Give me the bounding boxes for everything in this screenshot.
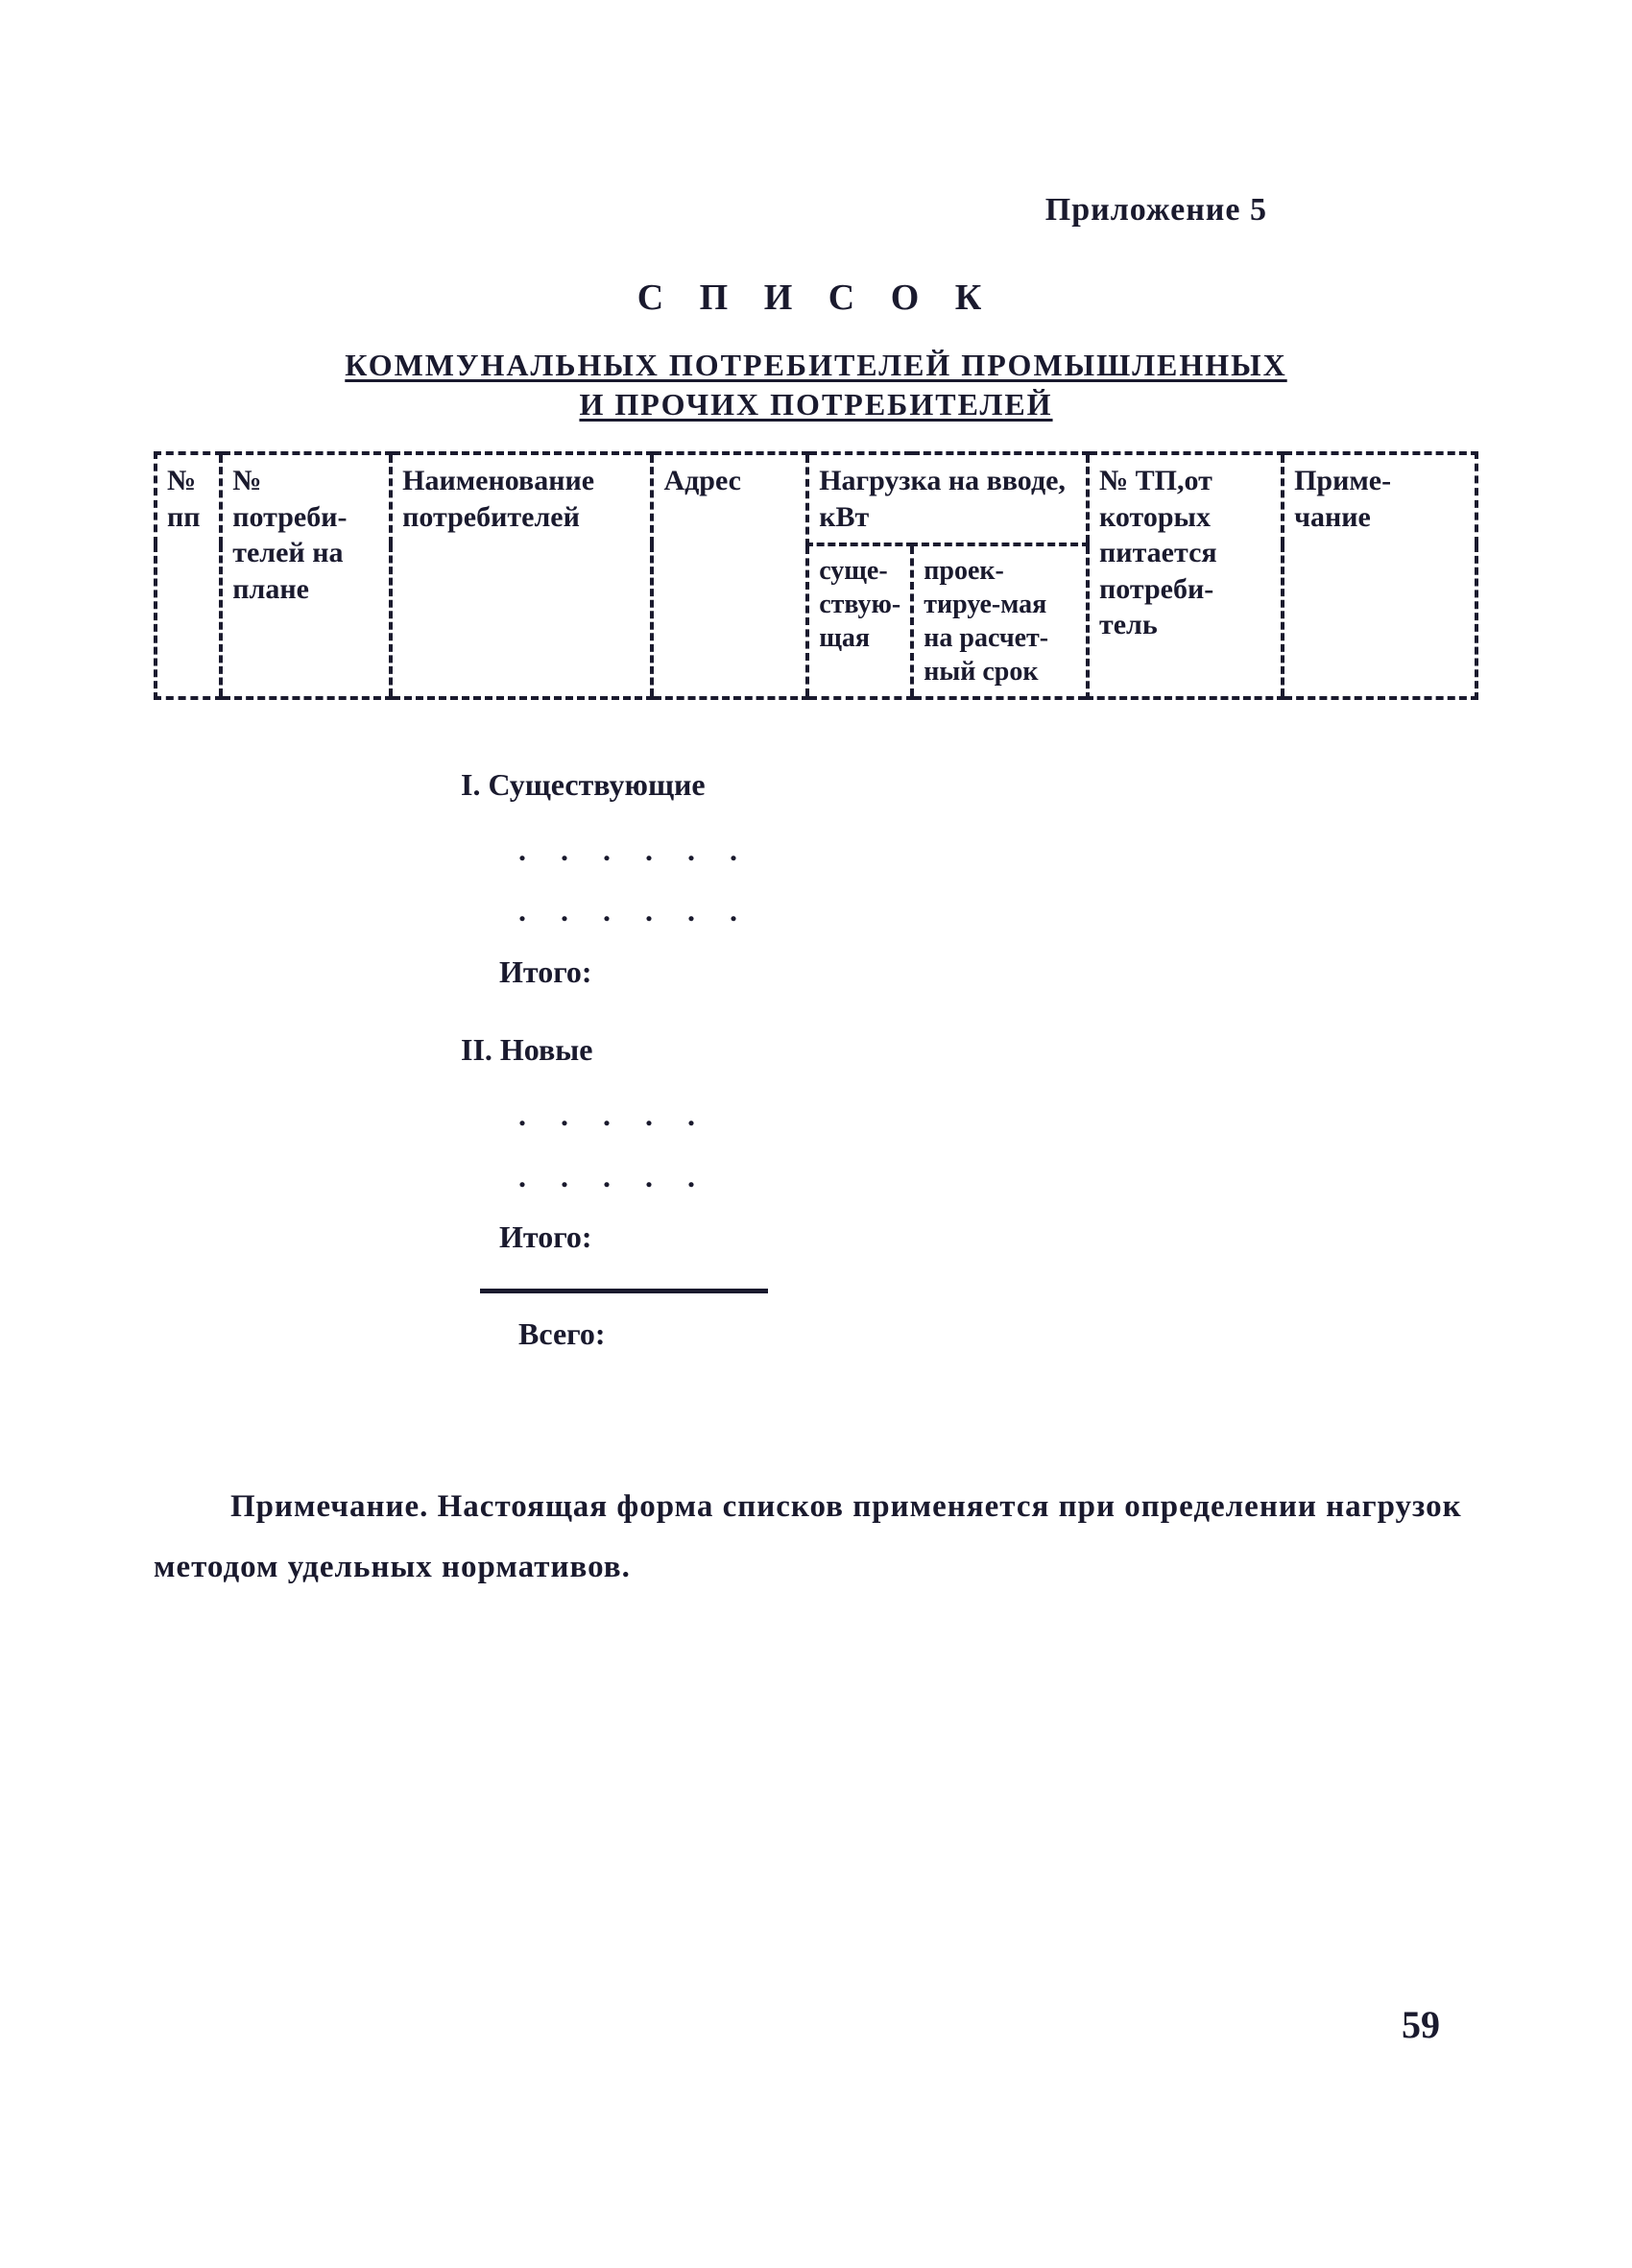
col-note: Приме-чание	[1283, 453, 1476, 698]
section-2-heading: II. Новые	[461, 1023, 1478, 1078]
col-address: Адрес	[652, 453, 807, 698]
dots-row: . . . . .	[461, 1149, 1478, 1205]
footnote: Примечание. Настоящая форма списков прим…	[154, 1477, 1478, 1597]
dots-row: . . . . .	[461, 1088, 1478, 1144]
col-pp: № пп	[156, 453, 221, 698]
subtitle-line2: И ПРОЧИХ ПОТРЕБИТЕЛЕЙ	[154, 387, 1478, 422]
col-load: Нагрузка на вводе, кВт	[807, 453, 1088, 544]
header-table: № пп № потреби-телей на плане Наименован…	[154, 451, 1478, 700]
page-number: 59	[1402, 2002, 1440, 2047]
divider-line	[480, 1289, 768, 1293]
col-consumer-name: Наименование потребителей	[391, 453, 652, 698]
appendix-label: Приложение 5	[154, 192, 1478, 229]
dots-row: . . . . . .	[461, 883, 1478, 939]
title-main: С П И С О К	[154, 277, 1478, 319]
col-load-existing: суще-ствую-щая	[807, 544, 912, 698]
section-1-heading: I. Существующие	[461, 758, 1478, 813]
itogo-2: Итого:	[461, 1210, 1478, 1266]
col-plan-number: № потреби-телей на плане	[221, 453, 391, 698]
col-load-projected: проек-тируе-мая на расчет-ный срок	[912, 544, 1088, 698]
subtitle-line1: КОММУНАЛЬНЫХ ПОТРЕБИТЕЛЕЙ ПРОМЫШЛЕННЫХ	[154, 348, 1478, 383]
col-tp: № ТП,от которых питается потреби-тель	[1088, 453, 1283, 698]
itogo-1: Итого:	[461, 945, 1478, 1001]
vsego-total: Всего:	[461, 1307, 1478, 1363]
sections-block: I. Существующие . . . . . . . . . . . . …	[154, 758, 1478, 1362]
dots-row: . . . . . .	[461, 823, 1478, 879]
